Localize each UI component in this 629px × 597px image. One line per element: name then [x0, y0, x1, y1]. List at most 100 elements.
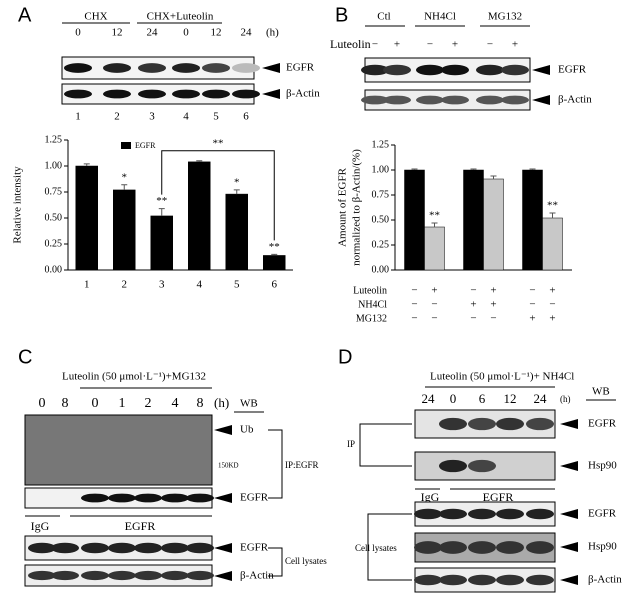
time-label: 8: [62, 396, 69, 411]
bracket: [359, 423, 412, 467]
time-label: 0: [450, 391, 457, 406]
band: [138, 63, 166, 73]
error-bar: [271, 253, 278, 256]
band: [361, 64, 389, 76]
bar: [463, 169, 484, 271]
condition-mark: −: [431, 313, 437, 325]
condition-mark: +: [490, 299, 496, 311]
band: [202, 63, 230, 73]
y-tick-label: 0.50: [45, 212, 63, 223]
condition-mark: −: [529, 285, 535, 297]
band-label: β-Actin: [240, 570, 274, 582]
bar: [75, 165, 98, 271]
bar: [263, 255, 286, 271]
condition-mark: +: [470, 299, 476, 311]
arrow: [262, 89, 280, 99]
time-label: 0: [39, 396, 46, 411]
band: [468, 417, 496, 431]
band: [439, 417, 467, 431]
band: [161, 570, 189, 581]
bar: [404, 169, 425, 271]
ip-label: IP:EGFR: [285, 460, 319, 470]
band-label: Ub: [240, 424, 254, 436]
lane-label: 1: [75, 111, 81, 123]
time-label: 8: [197, 396, 204, 411]
panel-label: B: [335, 4, 348, 26]
blot: [24, 414, 213, 486]
legend-swatch: [121, 142, 131, 149]
error-bar: [549, 212, 556, 218]
arrow: [214, 425, 232, 435]
error-bar: [196, 160, 203, 162]
band-label: EGFR: [240, 542, 269, 554]
band: [468, 508, 496, 520]
condition-mark: −: [411, 313, 417, 325]
x-tick-label: 6: [272, 279, 278, 291]
band: [468, 459, 496, 473]
lane-label: 2: [114, 111, 120, 123]
band: [496, 508, 524, 520]
arrow: [262, 63, 280, 73]
significance-label: **: [269, 241, 280, 253]
time-label: 12: [112, 27, 123, 39]
bracket: [268, 429, 283, 499]
arrow: [532, 65, 550, 75]
band: [64, 63, 92, 73]
condition-mark: +: [490, 285, 496, 297]
band-label: β-Actin: [286, 88, 320, 100]
x-tick-label: 2: [122, 279, 128, 291]
bar: [522, 169, 543, 271]
y-tick-label: 0.75: [372, 189, 390, 200]
antibody-label: EGFR: [125, 519, 156, 533]
band: [468, 574, 496, 586]
error-bar: [411, 168, 418, 170]
band: [232, 89, 260, 99]
y-tick-label: 1.25: [45, 134, 63, 145]
arrow: [560, 419, 578, 429]
band-label: Hsp90: [588, 460, 617, 472]
time-label: 24: [422, 391, 436, 406]
band: [501, 95, 529, 105]
condition-mark: +: [431, 285, 437, 297]
band: [134, 542, 162, 554]
band: [439, 459, 467, 473]
error-bar: [490, 175, 497, 179]
band: [383, 64, 411, 76]
lysates-label: Cell lysates: [355, 543, 397, 553]
arrow: [560, 575, 578, 585]
time-label: 12: [504, 391, 517, 406]
lysates-label: Cell lysates: [285, 556, 327, 566]
arrow: [214, 493, 232, 503]
band: [439, 574, 467, 586]
y-axis-label: Relative intensity: [12, 166, 24, 244]
y-tick-label: 0.75: [45, 186, 63, 197]
band: [476, 95, 504, 105]
time-unit: (h): [266, 27, 279, 39]
time-label: 0: [92, 396, 99, 411]
band: [361, 95, 389, 105]
bracket: [268, 547, 283, 577]
y-tick-label: 1.25: [372, 139, 390, 150]
bracket: [367, 513, 412, 581]
time-label: 4: [172, 396, 179, 411]
band: [172, 89, 200, 99]
band-label: β-Actin: [588, 574, 622, 586]
y-tick-label: 0.00: [45, 264, 63, 275]
band-label: Hsp90: [588, 541, 617, 553]
band: [501, 64, 529, 76]
band: [414, 574, 442, 586]
band-label: β-Actin: [558, 94, 592, 106]
band: [138, 89, 166, 99]
band: [526, 574, 554, 586]
treatment-mark: +: [452, 39, 458, 51]
treatment-mark: −: [372, 39, 378, 51]
x-tick-label: 3: [159, 279, 165, 291]
error-bar: [529, 168, 536, 170]
band: [526, 541, 554, 554]
band: [186, 542, 214, 554]
time-unit: (h): [214, 395, 229, 410]
time-label: 6: [479, 391, 486, 406]
error-bar: [121, 184, 128, 190]
condition-mark: −: [549, 299, 555, 311]
